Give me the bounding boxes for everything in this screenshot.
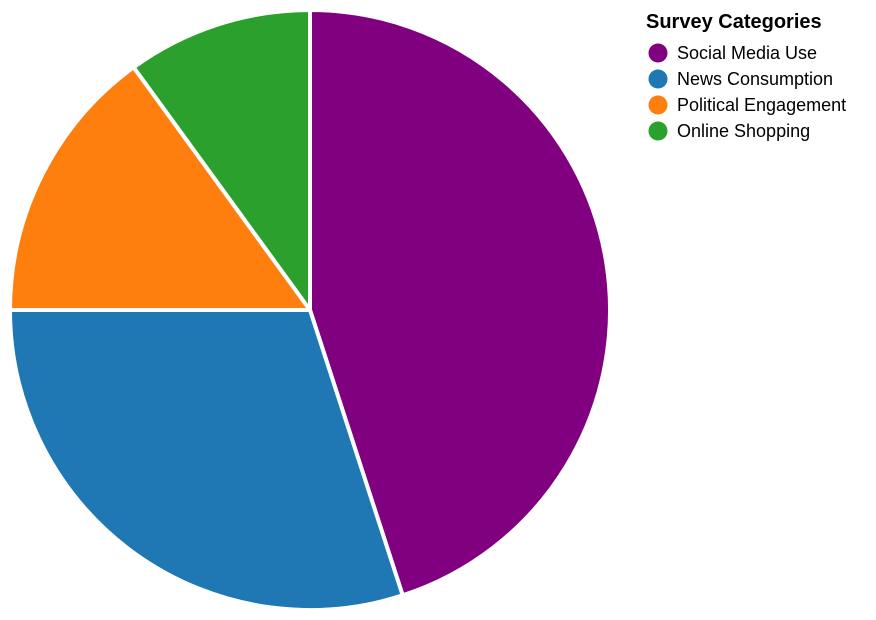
- pie-slice-news-consumption: [8, 308, 405, 612]
- pie-slice-online-shopping: [131, 8, 312, 312]
- legend-title: Survey Categories: [646, 11, 822, 33]
- legend-swatch: [648, 43, 668, 63]
- legend-label: Social Media Use: [677, 43, 817, 63]
- legend-item-news-consumption: News Consumption: [648, 69, 833, 89]
- legend-items: Social Media Use News Consumption Politica…: [648, 43, 846, 141]
- legend-item-social-media-use: Social Media Use: [648, 43, 817, 63]
- legend-item-online-shopping: Online Shopping: [648, 121, 810, 141]
- legend-item-political-engagement: Political Engagement: [648, 95, 846, 115]
- pie-slices: [8, 8, 612, 612]
- legend: Survey Categories Social Media Use News C…: [646, 11, 846, 141]
- pie-slice-political-engagement: [8, 65, 312, 312]
- legend-label: Political Engagement: [677, 95, 846, 115]
- legend-swatch: [648, 69, 668, 89]
- legend-label: Online Shopping: [677, 121, 810, 141]
- legend-swatch: [648, 95, 668, 115]
- pie-slice-social-media-use: [308, 8, 612, 598]
- legend-swatch: [648, 121, 668, 141]
- legend-label: News Consumption: [677, 69, 833, 89]
